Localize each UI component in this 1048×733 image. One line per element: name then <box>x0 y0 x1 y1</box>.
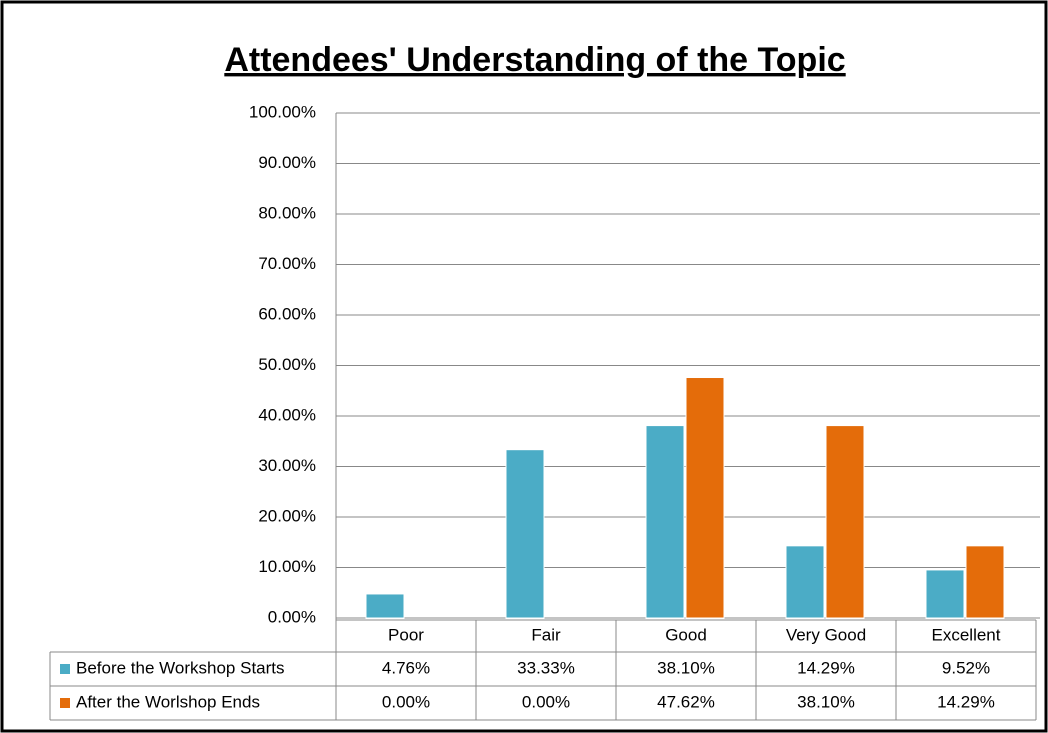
y-tick-label: 0.00% <box>268 607 316 626</box>
y-tick-label: 60.00% <box>258 304 316 323</box>
y-tick-label: 90.00% <box>258 153 316 172</box>
bar <box>825 425 865 619</box>
legend-key <box>60 664 70 674</box>
table-value: 14.29% <box>797 658 855 677</box>
table-value: 33.33% <box>517 658 575 677</box>
bar <box>785 545 825 619</box>
table-value: 0.00% <box>382 692 430 711</box>
y-tick-label: 50.00% <box>258 355 316 374</box>
legend-key <box>60 698 70 708</box>
y-tick-label: 20.00% <box>258 506 316 525</box>
y-tick-label: 30.00% <box>258 456 316 475</box>
x-tick-label: Fair <box>531 625 561 644</box>
table-value: 38.10% <box>797 692 855 711</box>
y-tick-label: 70.00% <box>258 254 316 273</box>
legend-label: Before the Workshop Starts <box>76 658 285 677</box>
chart-title: Attendees' Understanding of the Topic <box>224 41 845 79</box>
table-value: 14.29% <box>937 692 995 711</box>
y-tick-label: 10.00% <box>258 557 316 576</box>
bar <box>645 425 685 619</box>
bar <box>365 593 405 619</box>
y-tick-label: 80.00% <box>258 203 316 222</box>
x-tick-label: Good <box>665 625 707 644</box>
x-tick-label: Excellent <box>932 625 1001 644</box>
table-value: 47.62% <box>657 692 715 711</box>
table-value: 4.76% <box>382 658 430 677</box>
table-value: 38.10% <box>657 658 715 677</box>
y-tick-label: 40.00% <box>258 405 316 424</box>
table-value: 0.00% <box>522 692 570 711</box>
y-tick-label: 100.00% <box>249 102 316 121</box>
legend-label: After the Worlshop Ends <box>76 692 260 711</box>
bar <box>925 569 965 619</box>
table-value: 9.52% <box>942 658 990 677</box>
x-tick-label: Very Good <box>786 625 866 644</box>
bar <box>685 377 725 619</box>
x-tick-label: Poor <box>388 625 424 644</box>
bar <box>505 449 545 619</box>
bar <box>965 545 1005 619</box>
